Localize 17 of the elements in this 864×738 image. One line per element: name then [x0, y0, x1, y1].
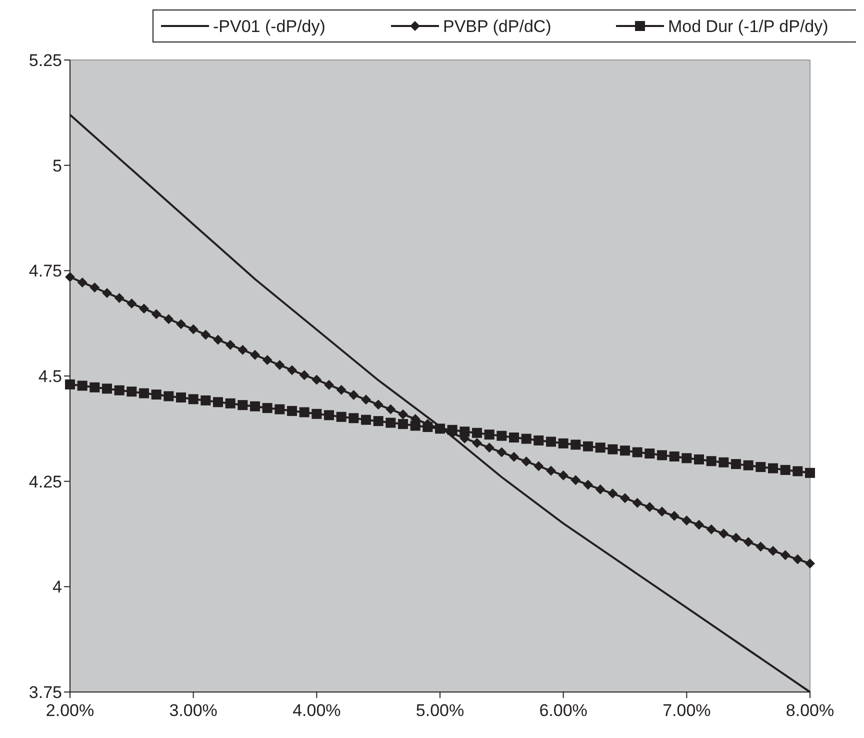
x-tick-label: 6.00% — [539, 701, 588, 720]
x-tick-label: 4.00% — [292, 701, 341, 720]
x-tick-label: 2.00% — [46, 701, 94, 720]
x-tick-label: 3.00% — [169, 701, 218, 720]
x-tick-label: 7.00% — [662, 701, 711, 720]
y-tick-label: 3.75 — [28, 682, 62, 702]
y-tick-label: 5 — [52, 156, 62, 176]
y-tick-label: 4.5 — [38, 366, 62, 386]
y-tick-label: 4 — [52, 578, 62, 597]
x-tick-label: 5.00% — [416, 701, 464, 720]
legend-label: PVBP (dP/dC) — [443, 16, 552, 36]
y-tick-label: 4.25 — [28, 472, 62, 492]
y-tick-label: 4.75 — [28, 262, 62, 281]
legend-label: Mod Dur (-1/P dP/dy) — [668, 16, 828, 36]
y-tick-label: 5.25 — [28, 50, 62, 70]
legend-label: -PV01 (-dP/dy) — [213, 16, 326, 36]
x-tick-label: 8.00% — [786, 701, 834, 720]
